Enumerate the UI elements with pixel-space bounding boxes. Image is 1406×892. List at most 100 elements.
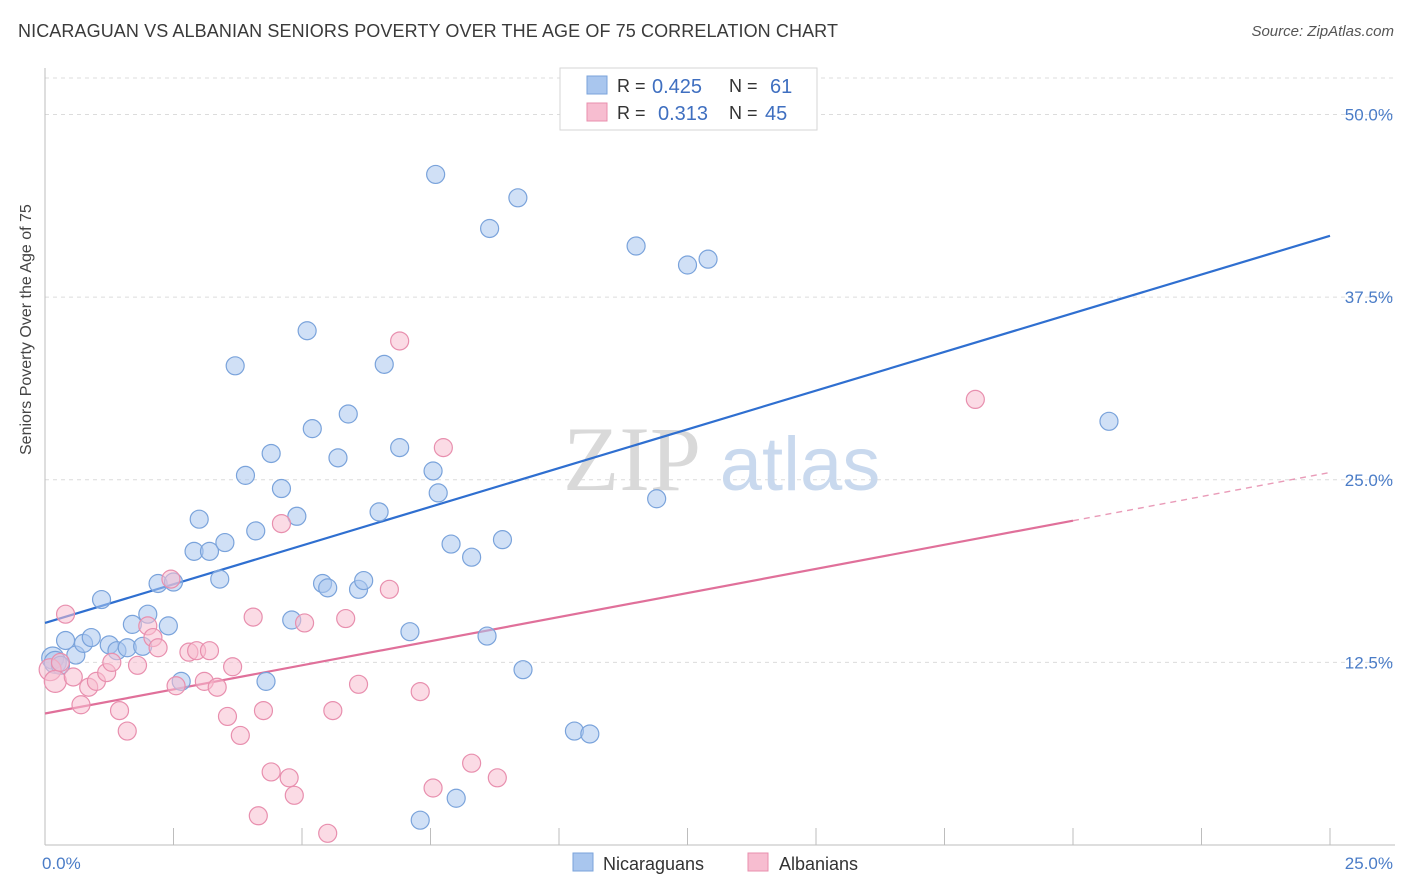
gridlines bbox=[45, 77, 1395, 663]
x-tick-label-1: 25.0% bbox=[1345, 854, 1393, 873]
nicaraguans-point-52 bbox=[492, 530, 513, 550]
nicaraguans-point-48 bbox=[446, 788, 466, 808]
watermark-zip: ZIP bbox=[563, 408, 701, 510]
nicaraguans-point-15 bbox=[158, 616, 178, 636]
albanians-point-17 bbox=[166, 676, 186, 696]
chart-title: NICARAGUAN VS ALBANIAN SENIORS POVERTY O… bbox=[18, 21, 839, 41]
nicaraguans-point-40 bbox=[374, 354, 394, 374]
bottom-legend-nicaraguans: Nicaraguans bbox=[603, 854, 704, 874]
albanians-point-42 bbox=[433, 438, 453, 458]
nicaraguans-point-51 bbox=[480, 218, 500, 239]
stats-legend: R = 0.425 N = 61 R = 0.313 N = 45 bbox=[559, 67, 818, 131]
series-legend: Nicaraguans Albanians bbox=[572, 852, 858, 874]
nicaraguans-point-21 bbox=[210, 569, 230, 589]
data-points bbox=[38, 164, 1119, 843]
nicaraguans-point-6 bbox=[81, 627, 101, 648]
nicaraguans-point-56 bbox=[580, 724, 600, 744]
albanians-point-22 bbox=[207, 677, 227, 697]
albanians-point-2 bbox=[50, 652, 71, 672]
nicaraguans-point-60 bbox=[698, 249, 718, 269]
nicaraguans-point-26 bbox=[256, 671, 276, 691]
albanians-point-5 bbox=[71, 695, 91, 715]
nicaraguans-point-54 bbox=[513, 660, 533, 680]
nicaraguans-point-43 bbox=[410, 810, 430, 830]
nicaraguans-point-7 bbox=[91, 589, 112, 610]
legend-r-value-2: 0.313 bbox=[658, 103, 708, 125]
nicaraguans-point-44 bbox=[423, 461, 443, 481]
nicaraguans-point-27 bbox=[261, 443, 281, 464]
albanians-point-11 bbox=[117, 721, 137, 741]
nicaraguans-point-23 bbox=[225, 356, 245, 376]
albanians-point-39 bbox=[390, 331, 410, 351]
nicaraguans-point-34 bbox=[318, 578, 338, 598]
albanians-point-43 bbox=[462, 753, 482, 773]
nicaraguans-point-19 bbox=[189, 509, 209, 529]
nicaraguans-point-39 bbox=[369, 502, 389, 522]
source-label: Source: ZipAtlas.com bbox=[1251, 23, 1394, 40]
albanians-point-21 bbox=[199, 641, 220, 661]
y-tick-label-2: 37.5% bbox=[1345, 288, 1393, 307]
nicaraguans-point-32 bbox=[302, 419, 322, 439]
albanians-point-27 bbox=[248, 806, 268, 826]
x-tick-label-0: 0.0% bbox=[42, 854, 81, 873]
nicaraguans-point-53 bbox=[508, 188, 528, 208]
albanians-point-24 bbox=[223, 657, 243, 677]
albanians-point-34 bbox=[318, 823, 338, 843]
albanians-point-33 bbox=[294, 613, 315, 633]
axes bbox=[44, 68, 1395, 846]
albanians-point-9 bbox=[102, 652, 122, 672]
y-tick-label-0: 12.5% bbox=[1345, 653, 1393, 672]
albanians-point-30 bbox=[271, 513, 292, 534]
legend-n-value-1: 61 bbox=[770, 76, 792, 98]
y-tick-label-1: 25.0% bbox=[1345, 471, 1393, 490]
albanians-point-16 bbox=[161, 569, 181, 589]
legend-r-value-1: 0.425 bbox=[652, 76, 702, 98]
nicaraguans-point-35 bbox=[328, 448, 348, 468]
nicaraguans-point-58 bbox=[647, 489, 667, 509]
nicaraguans-point-24 bbox=[235, 465, 256, 485]
albanians-point-44 bbox=[487, 768, 507, 788]
bottom-legend-albanians: Albanians bbox=[779, 854, 858, 874]
y-tick-label-3: 50.0% bbox=[1345, 106, 1393, 125]
albanians-point-1 bbox=[43, 669, 67, 693]
albanians-point-15 bbox=[148, 638, 168, 658]
albanians-point-36 bbox=[336, 608, 356, 629]
nicaraguans-point-28 bbox=[271, 478, 292, 499]
albanians-point-45 bbox=[965, 389, 985, 410]
albanians-point-29 bbox=[261, 762, 281, 782]
albanians-point-38 bbox=[379, 579, 399, 599]
bottom-legend-swatch-nicaraguans bbox=[572, 852, 594, 872]
albanians-point-41 bbox=[423, 778, 443, 798]
albanians-point-26 bbox=[243, 607, 263, 627]
bottom-legend-swatch-albanians bbox=[747, 852, 769, 872]
nicaraguans-point-30 bbox=[287, 506, 307, 526]
legend-swatch-albanians bbox=[586, 102, 608, 122]
albanians-point-23 bbox=[217, 706, 238, 727]
nicaraguans-point-22 bbox=[215, 532, 235, 553]
albanians-point-28 bbox=[253, 700, 274, 721]
nicaraguans-point-49 bbox=[462, 547, 482, 567]
albanians-point-4 bbox=[63, 667, 83, 687]
nicaraguans-trend-line bbox=[44, 234, 1331, 624]
albanians-point-10 bbox=[109, 700, 130, 721]
albanians-point-32 bbox=[284, 785, 304, 805]
nicaraguans-point-57 bbox=[626, 236, 646, 256]
albanians-point-40 bbox=[410, 681, 430, 702]
albanians-point-3 bbox=[55, 604, 76, 624]
albanians-point-31 bbox=[279, 768, 299, 788]
legend-r-label-2: R = bbox=[617, 103, 646, 123]
nicaraguans-point-31 bbox=[297, 321, 317, 341]
nicaraguans-point-45 bbox=[426, 164, 446, 185]
nicaraguans-point-36 bbox=[338, 404, 358, 424]
y-tick-labels: 12.5% 25.0% 37.5% 50.0% bbox=[1345, 106, 1393, 673]
nicaraguans-point-38 bbox=[354, 570, 374, 591]
nicaraguans-point-41 bbox=[390, 438, 410, 458]
nicaraguans-point-25 bbox=[246, 521, 266, 541]
nicaraguans-point-59 bbox=[677, 255, 698, 275]
legend-swatch-nicaraguans bbox=[586, 75, 608, 95]
albanians-point-35 bbox=[323, 700, 343, 721]
legend-n-label-1: N = bbox=[729, 76, 758, 96]
legend-n-label-2: N = bbox=[729, 103, 758, 123]
nicaraguans-point-61 bbox=[1099, 411, 1119, 431]
